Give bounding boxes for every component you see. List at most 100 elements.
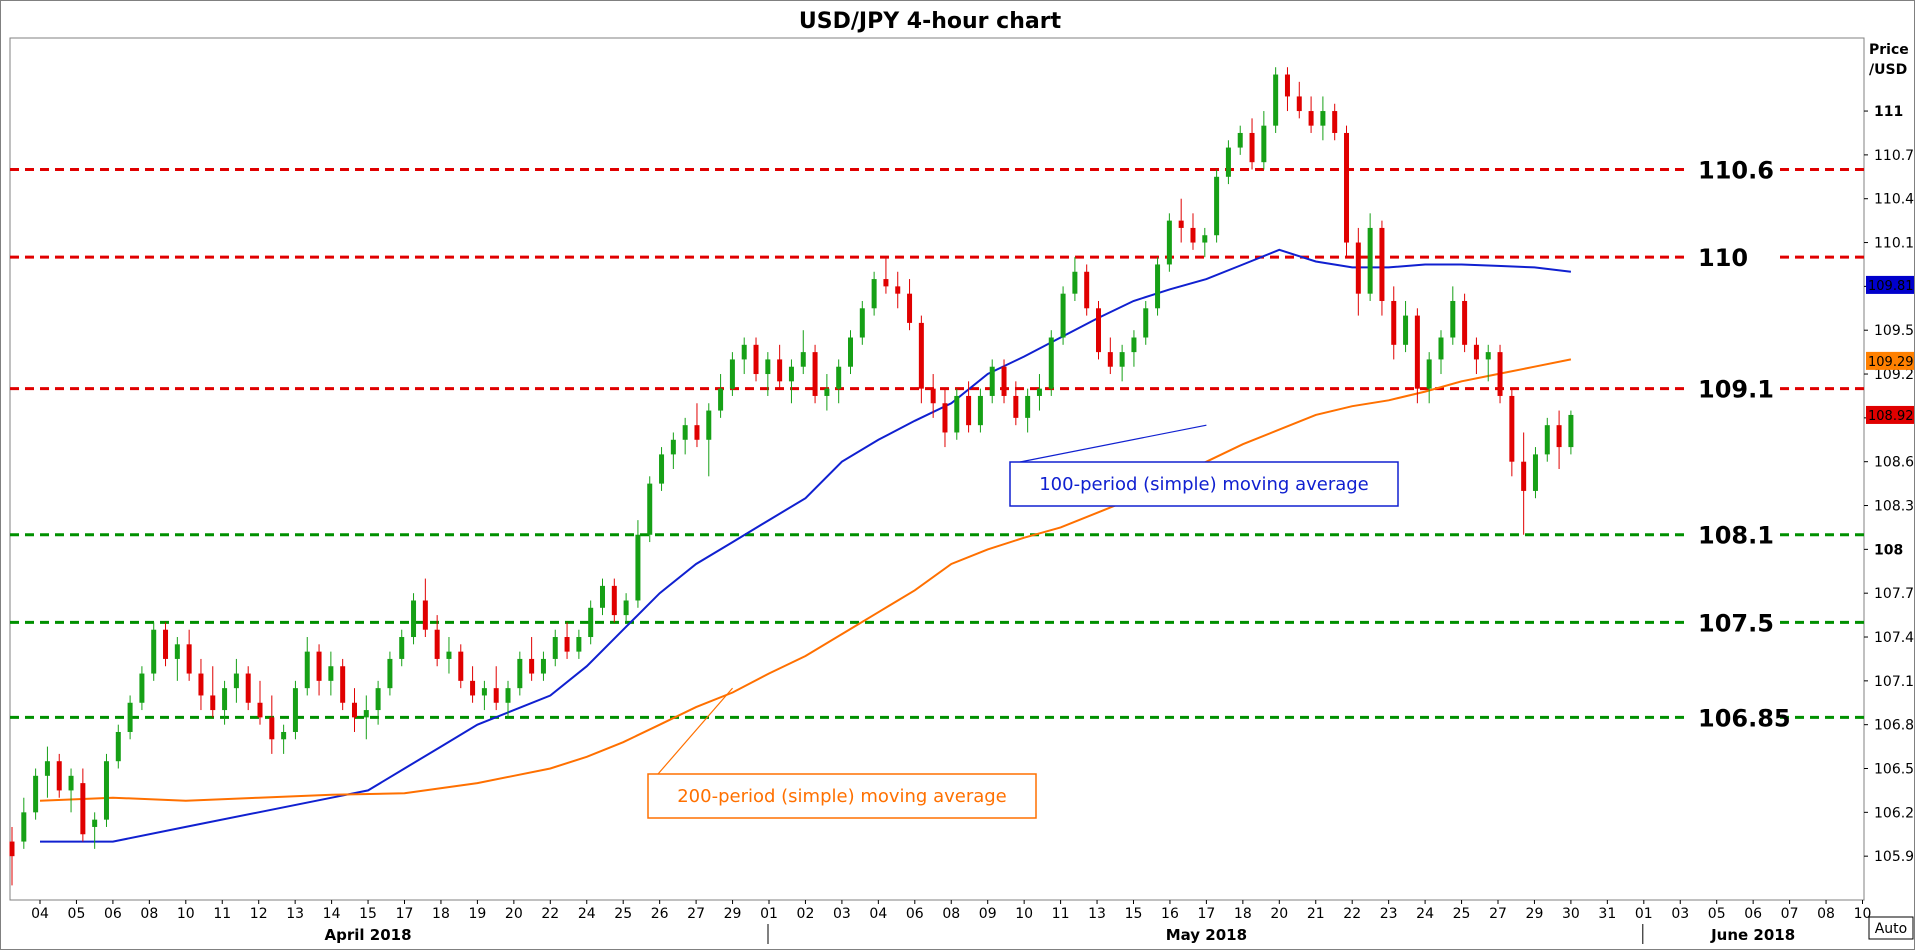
x-tick-label-34: 20 [1270, 906, 1288, 922]
x-tick-label-47: 06 [1744, 906, 1762, 922]
y-tick-label-16: 106.2 [1874, 805, 1914, 821]
candle-body-63 [753, 344, 759, 375]
candle-body-97 [1155, 264, 1161, 309]
candle-body-98 [1166, 220, 1172, 265]
x-tick-label-29: 13 [1088, 906, 1106, 922]
candle-body-43 [517, 658, 523, 689]
candle-body-128 [1521, 461, 1527, 491]
y-tick-label-8: 108.6 [1874, 455, 1914, 471]
candle-body-51 [611, 585, 617, 616]
y-tick-label-2: 110.4 [1874, 192, 1914, 208]
candle-body-23 [281, 731, 287, 740]
x-tick-label-5: 11 [213, 906, 231, 922]
candle-body-131 [1556, 425, 1562, 448]
y-axis-label-1: /USD [1869, 62, 1907, 78]
candle-body-99 [1178, 220, 1184, 228]
candle-body-116 [1379, 227, 1385, 301]
candle-body-36 [434, 629, 440, 659]
price-badge-label-0: 109.81 [1868, 279, 1914, 294]
annotation-pointer-1 [657, 687, 734, 775]
candle-body-88 [1048, 337, 1054, 389]
candle-body-75 [895, 286, 901, 294]
y-tick-label-13: 107.1 [1874, 674, 1914, 690]
candle-body-79 [942, 403, 948, 433]
candle-body-127 [1509, 395, 1515, 462]
x-tick-label-26: 09 [979, 906, 997, 922]
x-month-label-2: June 2018 [1710, 926, 1795, 944]
level-label-5: 106.85 [1698, 704, 1791, 732]
candle-body-62 [741, 344, 747, 360]
candle-body-34 [411, 600, 417, 638]
ma-line-1 [39, 358, 1572, 802]
x-tick-label-41: 29 [1526, 906, 1544, 922]
candle-body-71 [847, 337, 853, 367]
candle-body-125 [1485, 352, 1491, 360]
candle-body-122 [1450, 300, 1456, 338]
candle-body-119 [1414, 315, 1420, 389]
x-tick-label-33: 18 [1234, 906, 1252, 922]
candle-body-16 [198, 673, 204, 696]
annotation-box-1 [647, 773, 1037, 819]
level-label-1: 110 [1698, 244, 1748, 272]
level-label-bg-2 [1688, 373, 1778, 404]
candle-body-32 [387, 658, 393, 689]
x-tick-label-9: 15 [359, 906, 377, 922]
level-label-bg-1 [1688, 242, 1778, 273]
candle-body-52 [623, 600, 629, 616]
y-tick-label-6: 109.2 [1874, 367, 1914, 383]
x-tick-label-37: 23 [1380, 906, 1398, 922]
candle-body-91 [1084, 271, 1090, 309]
x-tick-label-35: 21 [1307, 906, 1325, 922]
candle-body-31 [375, 688, 381, 711]
candle-body-126 [1497, 352, 1503, 396]
candle-body-17 [210, 695, 216, 711]
candle-body-108 [1284, 74, 1290, 97]
candle-body-13 [163, 629, 169, 659]
level-label-bg-3 [1688, 519, 1778, 550]
candle-body-118 [1403, 315, 1409, 345]
candle-body-29 [351, 702, 357, 718]
level-label-bg-0 [1688, 154, 1778, 185]
chart-title: USD/JPY 4-hour chart [799, 9, 1062, 34]
candle-body-86 [1025, 395, 1031, 418]
candle-body-84 [1001, 366, 1007, 396]
support-resistance-levels: 110.6 110 109.1 108.1 107.5 106.85 [10, 154, 1864, 733]
candle-body-59 [706, 410, 712, 440]
candle-body-112 [1332, 111, 1338, 133]
candle-body-81 [966, 395, 972, 426]
x-tick-label-21: 02 [797, 906, 815, 922]
auto-button[interactable]: Auto [1868, 916, 1914, 940]
candle-body-45 [540, 658, 546, 674]
candle-body-66 [788, 366, 794, 382]
x-tick-label-22: 03 [833, 906, 851, 922]
x-tick-label-17: 26 [651, 906, 669, 922]
candle-body-90 [1072, 271, 1078, 294]
level-label-2: 109.1 [1698, 376, 1774, 404]
candle-body-95 [1131, 337, 1137, 353]
annotations: 100-period (simple) moving average 200-pe… [647, 424, 1399, 819]
x-tick-label-46: 05 [1708, 906, 1726, 922]
x-tick-label-8: 14 [323, 906, 341, 922]
candle-body-100 [1190, 227, 1196, 243]
x-tick-label-40: 27 [1489, 906, 1507, 922]
candle-body-26 [316, 651, 322, 681]
candle-body-46 [552, 637, 558, 659]
candle-body-37 [446, 651, 452, 659]
x-tick-label-19: 29 [724, 906, 742, 922]
annotation-pointer-0 [1019, 424, 1207, 463]
price-badge-label-2: 108.92 [1868, 409, 1914, 424]
candle-body-18 [222, 688, 228, 711]
candlesticks [9, 67, 1574, 886]
candle-body-117 [1391, 300, 1397, 345]
candle-body-9 [115, 731, 121, 762]
candle-body-42 [505, 688, 511, 703]
candle-body-110 [1308, 111, 1314, 126]
candle-body-82 [977, 395, 983, 426]
candle-body-35 [422, 600, 428, 630]
candle-body-40 [481, 688, 487, 696]
candle-body-113 [1344, 132, 1350, 243]
candle-body-54 [647, 483, 653, 535]
x-tick-label-6: 12 [250, 906, 268, 922]
candle-body-77 [918, 322, 924, 389]
candle-body-8 [103, 761, 109, 820]
